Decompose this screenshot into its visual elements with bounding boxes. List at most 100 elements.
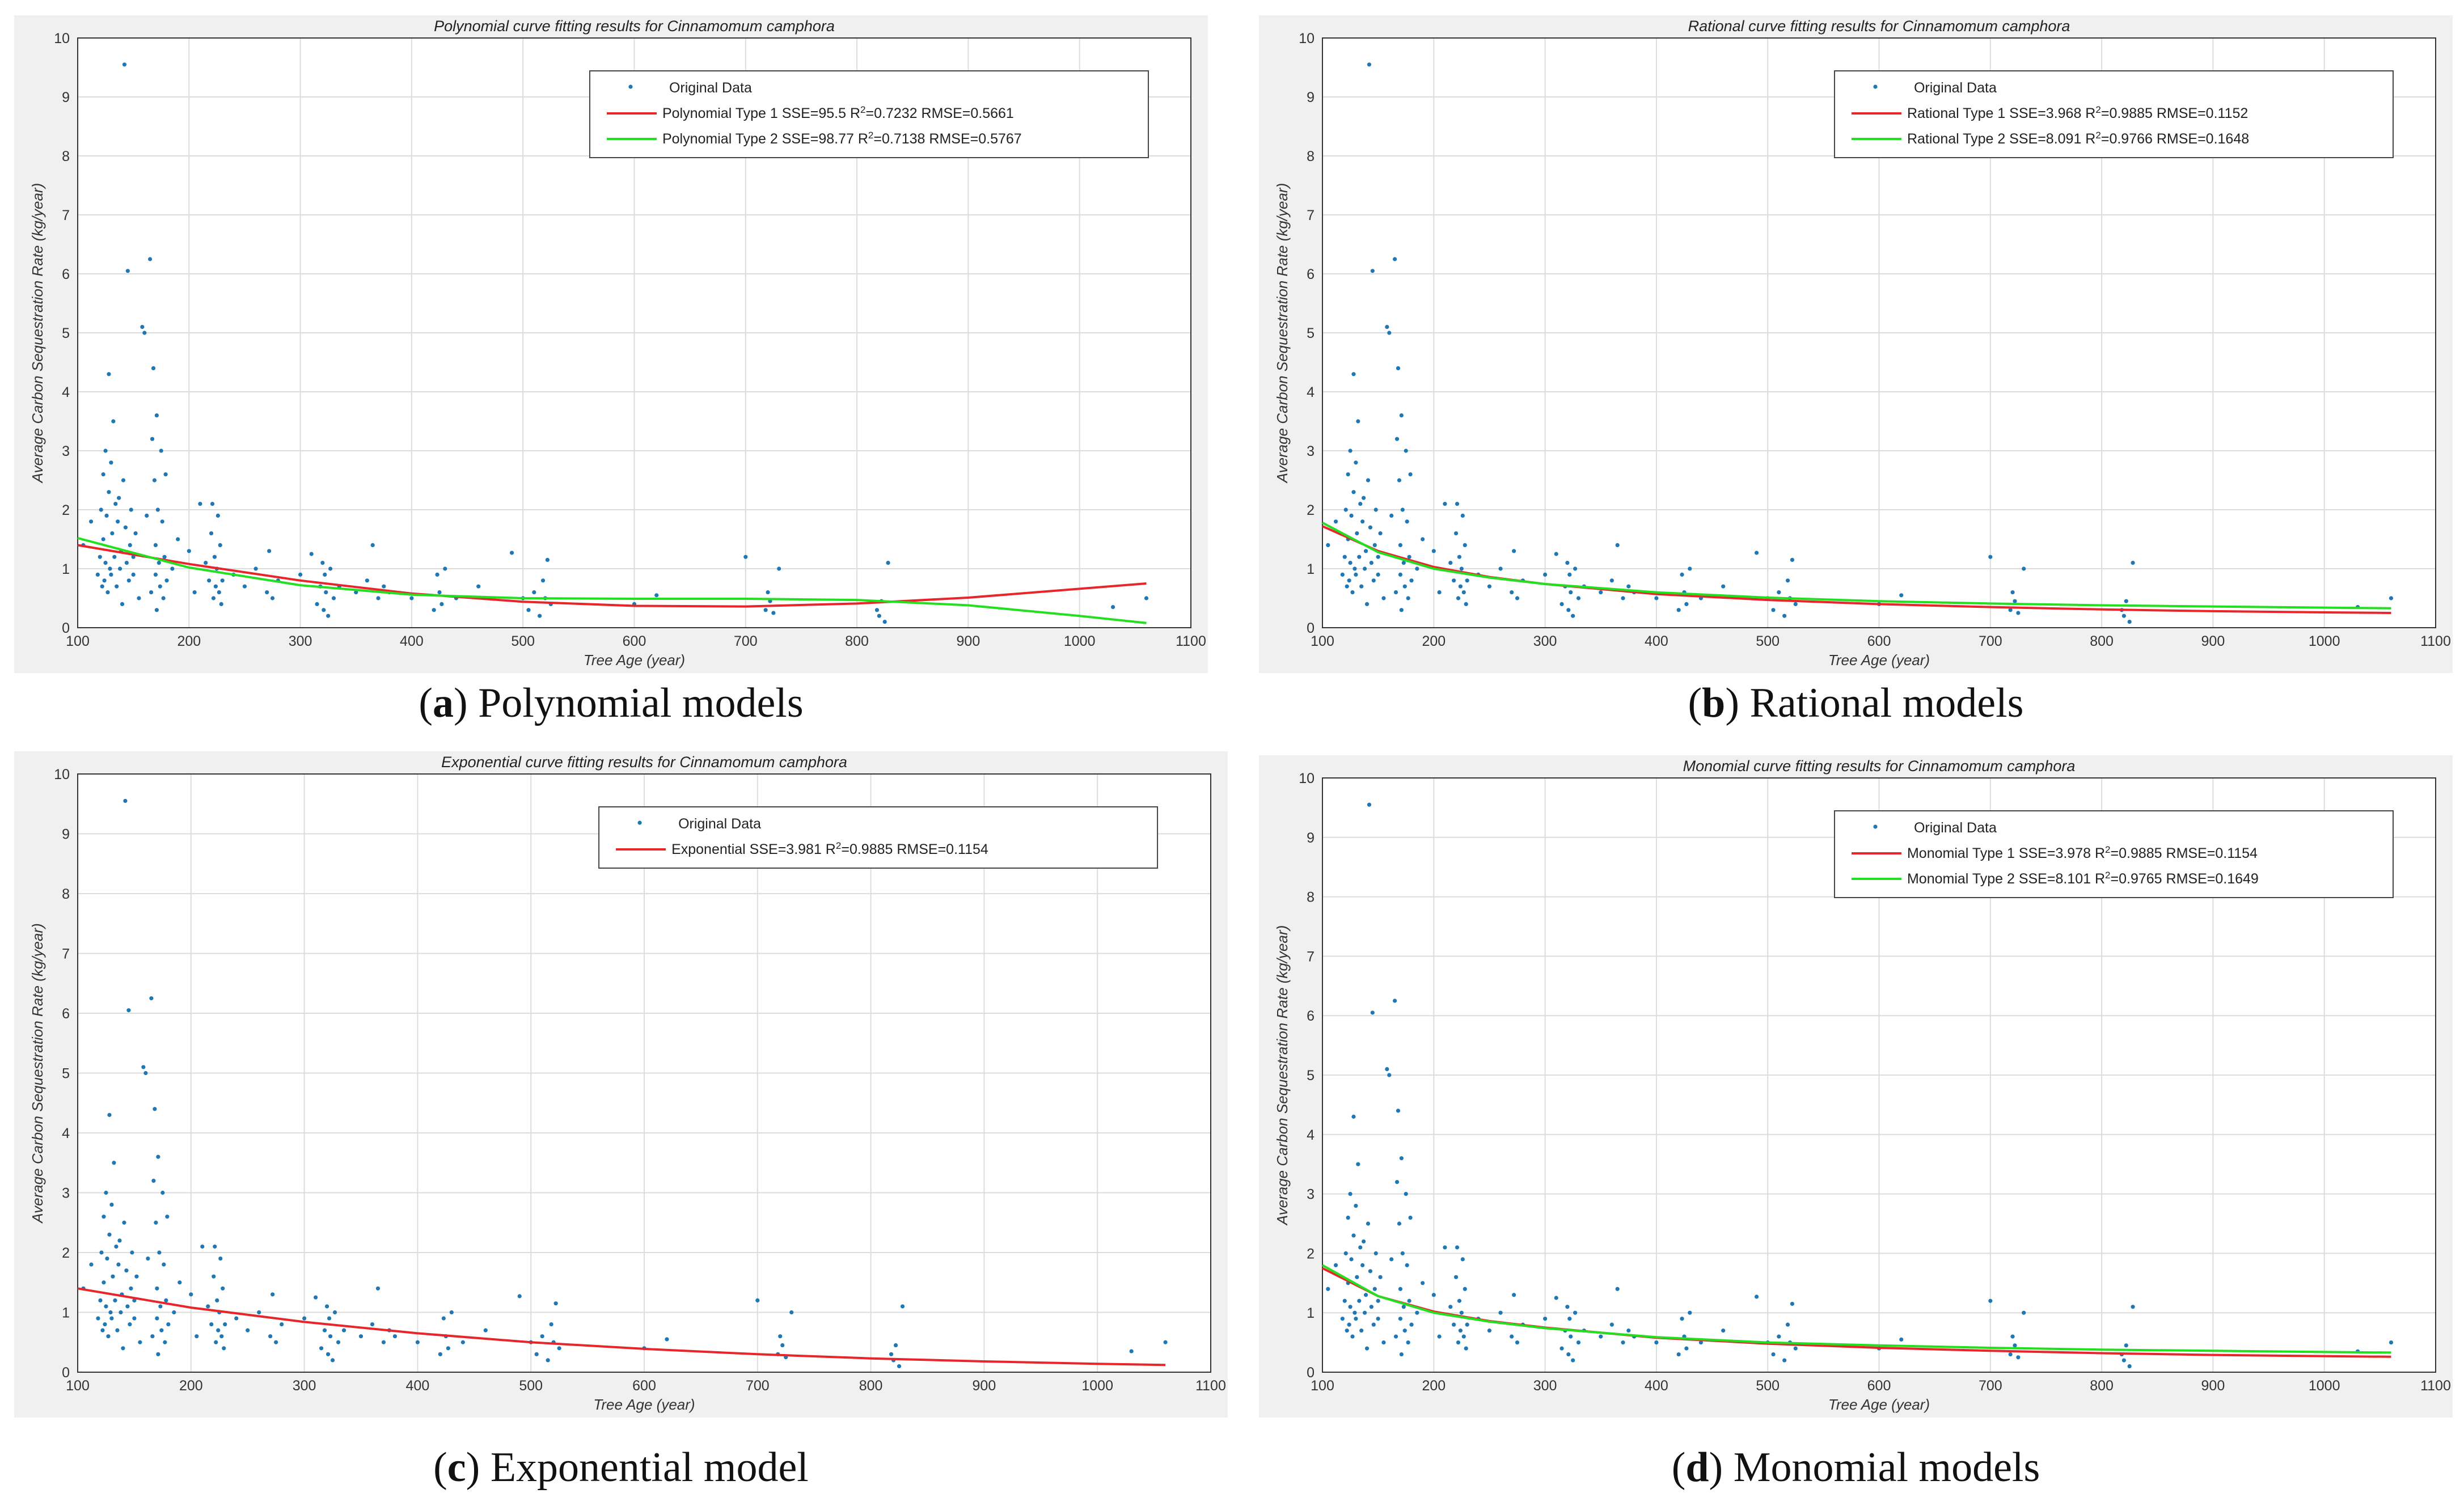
data-point (125, 269, 130, 273)
caption-letter: c (447, 1444, 466, 1491)
data-point (200, 1244, 205, 1249)
data-point (140, 325, 145, 329)
chart-title: Polynomial curve fitting results for Cin… (434, 18, 835, 35)
data-point (2131, 1305, 2135, 1309)
data-point (1356, 419, 1360, 424)
y-tick-label: 10 (1299, 31, 1315, 46)
data-point (215, 513, 220, 518)
x-tick-label: 100 (66, 1378, 90, 1394)
data-point (163, 472, 168, 477)
x-tick-label: 900 (957, 633, 980, 649)
data-point (1355, 531, 1359, 536)
data-point (1400, 1251, 1405, 1255)
data-point (1385, 1067, 1389, 1072)
data-point (158, 1304, 163, 1309)
y-tick-label: 5 (1307, 1068, 1315, 1084)
data-point (1573, 1310, 1578, 1315)
data-point (160, 519, 164, 524)
data-point (1343, 1251, 1348, 1255)
data-point (2124, 599, 2128, 603)
data-point (1457, 1298, 1462, 1303)
data-point (1988, 1298, 1993, 1303)
fit-curve-type2 (1322, 1264, 2391, 1354)
data-point (1346, 1215, 1350, 1220)
data-point (121, 478, 126, 483)
fit-curve-type1 (1322, 525, 2391, 614)
data-point (1684, 1346, 1689, 1351)
data-point (1609, 1322, 1614, 1327)
data-point (101, 472, 105, 477)
data-point (1453, 1275, 1459, 1279)
data-point (540, 578, 546, 583)
data-point (1349, 513, 1354, 518)
y-axis-label: Average Carbon Sequestration Rate (kg/ye… (1274, 925, 1291, 1226)
caption-text: Exponential model (490, 1444, 809, 1491)
y-tick-label: 6 (62, 266, 70, 282)
data-point (1394, 437, 1400, 441)
legend-box (598, 806, 1159, 869)
data-point (162, 555, 167, 559)
y-tick-label: 2 (62, 1245, 70, 1261)
data-point (1369, 1305, 1373, 1309)
data-point (1988, 555, 1993, 559)
data-point (116, 519, 120, 524)
x-tick-label: 1000 (1064, 633, 1096, 649)
data-point (789, 1310, 794, 1315)
data-point (108, 1310, 113, 1315)
data-point (107, 1112, 112, 1117)
y-tick-label: 1 (62, 561, 70, 577)
data-point (1399, 608, 1404, 612)
x-tick-label: 1100 (1176, 633, 1206, 649)
caption-text: Rational models (1749, 680, 2024, 726)
data-point (154, 608, 159, 612)
data-point (1362, 566, 1367, 571)
x-tick-label: 1000 (1081, 1378, 1113, 1394)
data-point (1351, 490, 1356, 494)
data-point (1676, 608, 1681, 612)
data-point (1680, 1317, 1684, 1321)
data-point (1465, 578, 1469, 583)
caption-d: (d) Monomial models (1671, 1444, 2040, 1491)
y-tick-label: 10 (54, 767, 70, 782)
data-point (780, 1343, 785, 1348)
data-point (1378, 531, 1383, 536)
data-point (1621, 1340, 1625, 1345)
data-point (204, 561, 208, 565)
x-tick-label: 200 (179, 1378, 203, 1394)
data-point (1409, 1322, 1414, 1327)
caption-b: (b) Rational models (1688, 680, 2024, 726)
data-point (96, 1316, 100, 1321)
data-point (1566, 608, 1571, 612)
data-point (111, 419, 116, 424)
data-point (1573, 566, 1578, 571)
data-point (1392, 257, 1397, 261)
superscript-two: 2 (2105, 844, 2110, 855)
data-point (123, 525, 128, 530)
data-point (1340, 572, 1345, 577)
data-point (206, 1304, 210, 1309)
data-point (1398, 572, 1403, 577)
data-point (104, 1190, 108, 1195)
data-point (1348, 1192, 1353, 1196)
data-point (1487, 584, 1492, 589)
y-tick-label: 7 (62, 208, 70, 223)
data-point (219, 602, 223, 606)
data-point (189, 1292, 193, 1297)
data-point (1615, 1287, 1620, 1291)
y-tick-label: 7 (62, 946, 70, 962)
data-point (108, 566, 112, 571)
data-point (1559, 602, 1564, 606)
y-tick-label: 0 (62, 1365, 70, 1381)
x-tick-label: 800 (859, 1378, 883, 1394)
fit-curve-type1 (77, 1287, 1166, 1367)
data-point (2022, 566, 2026, 571)
data-point (98, 1298, 103, 1302)
data-point (1453, 531, 1459, 536)
data-point (1448, 561, 1453, 565)
data-point (1458, 584, 1463, 589)
data-point (1405, 519, 1409, 524)
legend-box (589, 70, 1149, 158)
data-point (1554, 552, 1558, 556)
x-tick-label: 700 (1979, 633, 2002, 649)
data-point (1362, 496, 1366, 500)
